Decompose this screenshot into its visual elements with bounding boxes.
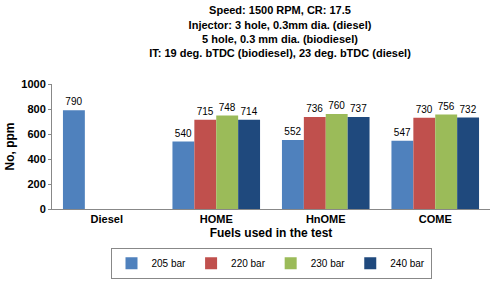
svg-text:748: 748 xyxy=(219,102,236,113)
svg-text:800: 800 xyxy=(27,103,45,115)
svg-text:No, ppm: No, ppm xyxy=(3,123,17,171)
svg-text:715: 715 xyxy=(197,106,214,117)
svg-text:200: 200 xyxy=(27,178,45,190)
svg-text:540: 540 xyxy=(175,128,192,139)
svg-text:552: 552 xyxy=(284,126,301,137)
svg-text:COME: COME xyxy=(419,213,452,225)
svg-text:240 bar: 240 bar xyxy=(390,258,425,269)
svg-text:Speed: 1500 RPM, CR: 17.5Injec: Speed: 1500 RPM, CR: 17.5Injector: 3 hol… xyxy=(149,4,411,59)
svg-text:Fuels used in the test: Fuels used in the test xyxy=(210,226,333,240)
svg-text:Diesel: Diesel xyxy=(91,213,123,225)
svg-text:756: 756 xyxy=(438,101,455,112)
svg-text:HnOME: HnOME xyxy=(306,213,346,225)
svg-text:220 bar: 220 bar xyxy=(231,258,266,269)
svg-text:732: 732 xyxy=(460,104,477,115)
svg-text:547: 547 xyxy=(394,127,411,138)
svg-text:736: 736 xyxy=(306,103,323,114)
svg-text:714: 714 xyxy=(241,106,258,117)
svg-text:737: 737 xyxy=(350,103,367,114)
svg-text:600: 600 xyxy=(27,128,45,140)
svg-text:400: 400 xyxy=(27,153,45,165)
svg-text:760: 760 xyxy=(328,100,345,111)
svg-text:HOME: HOME xyxy=(200,213,233,225)
svg-text:730: 730 xyxy=(416,104,433,115)
svg-text:1000: 1000 xyxy=(21,78,45,90)
svg-text:230 bar: 230 bar xyxy=(311,258,346,269)
svg-text:205 bar: 205 bar xyxy=(152,258,187,269)
svg-text:790: 790 xyxy=(65,96,82,107)
svg-text:0: 0 xyxy=(40,203,46,215)
